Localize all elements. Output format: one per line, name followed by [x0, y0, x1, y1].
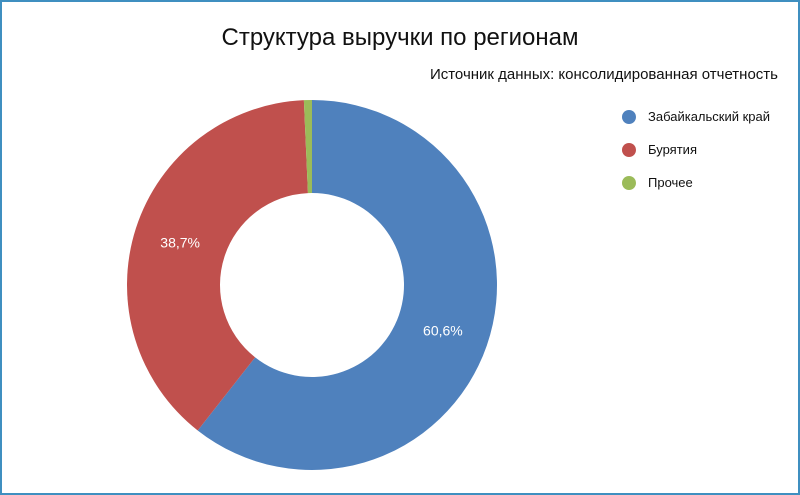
slice-data-label: 60,6%: [423, 322, 463, 338]
legend-label: Прочее: [648, 175, 693, 190]
donut-slice: [127, 100, 308, 431]
legend-label: Бурятия: [648, 142, 697, 157]
legend-swatch: [622, 142, 636, 157]
legend-item: Забайкальский край: [622, 100, 770, 133]
chart-title: Структура выручки по регионам: [221, 24, 579, 51]
legend-label: Забайкальский край: [648, 109, 771, 124]
legend-swatch: [622, 109, 636, 124]
chart-subtitle: Источник данных: консолидированная отчет…: [429, 66, 778, 83]
legend-item: Прочее: [622, 166, 770, 199]
donut-slice: [197, 100, 498, 470]
donut-slice: [303, 100, 312, 194]
chart-legend: Забайкальский край Бурятия Прочее: [622, 100, 770, 199]
legend-item: Бурятия: [622, 133, 770, 166]
legend-swatch: [622, 175, 636, 190]
slice-data-label: 38,7%: [160, 235, 200, 251]
